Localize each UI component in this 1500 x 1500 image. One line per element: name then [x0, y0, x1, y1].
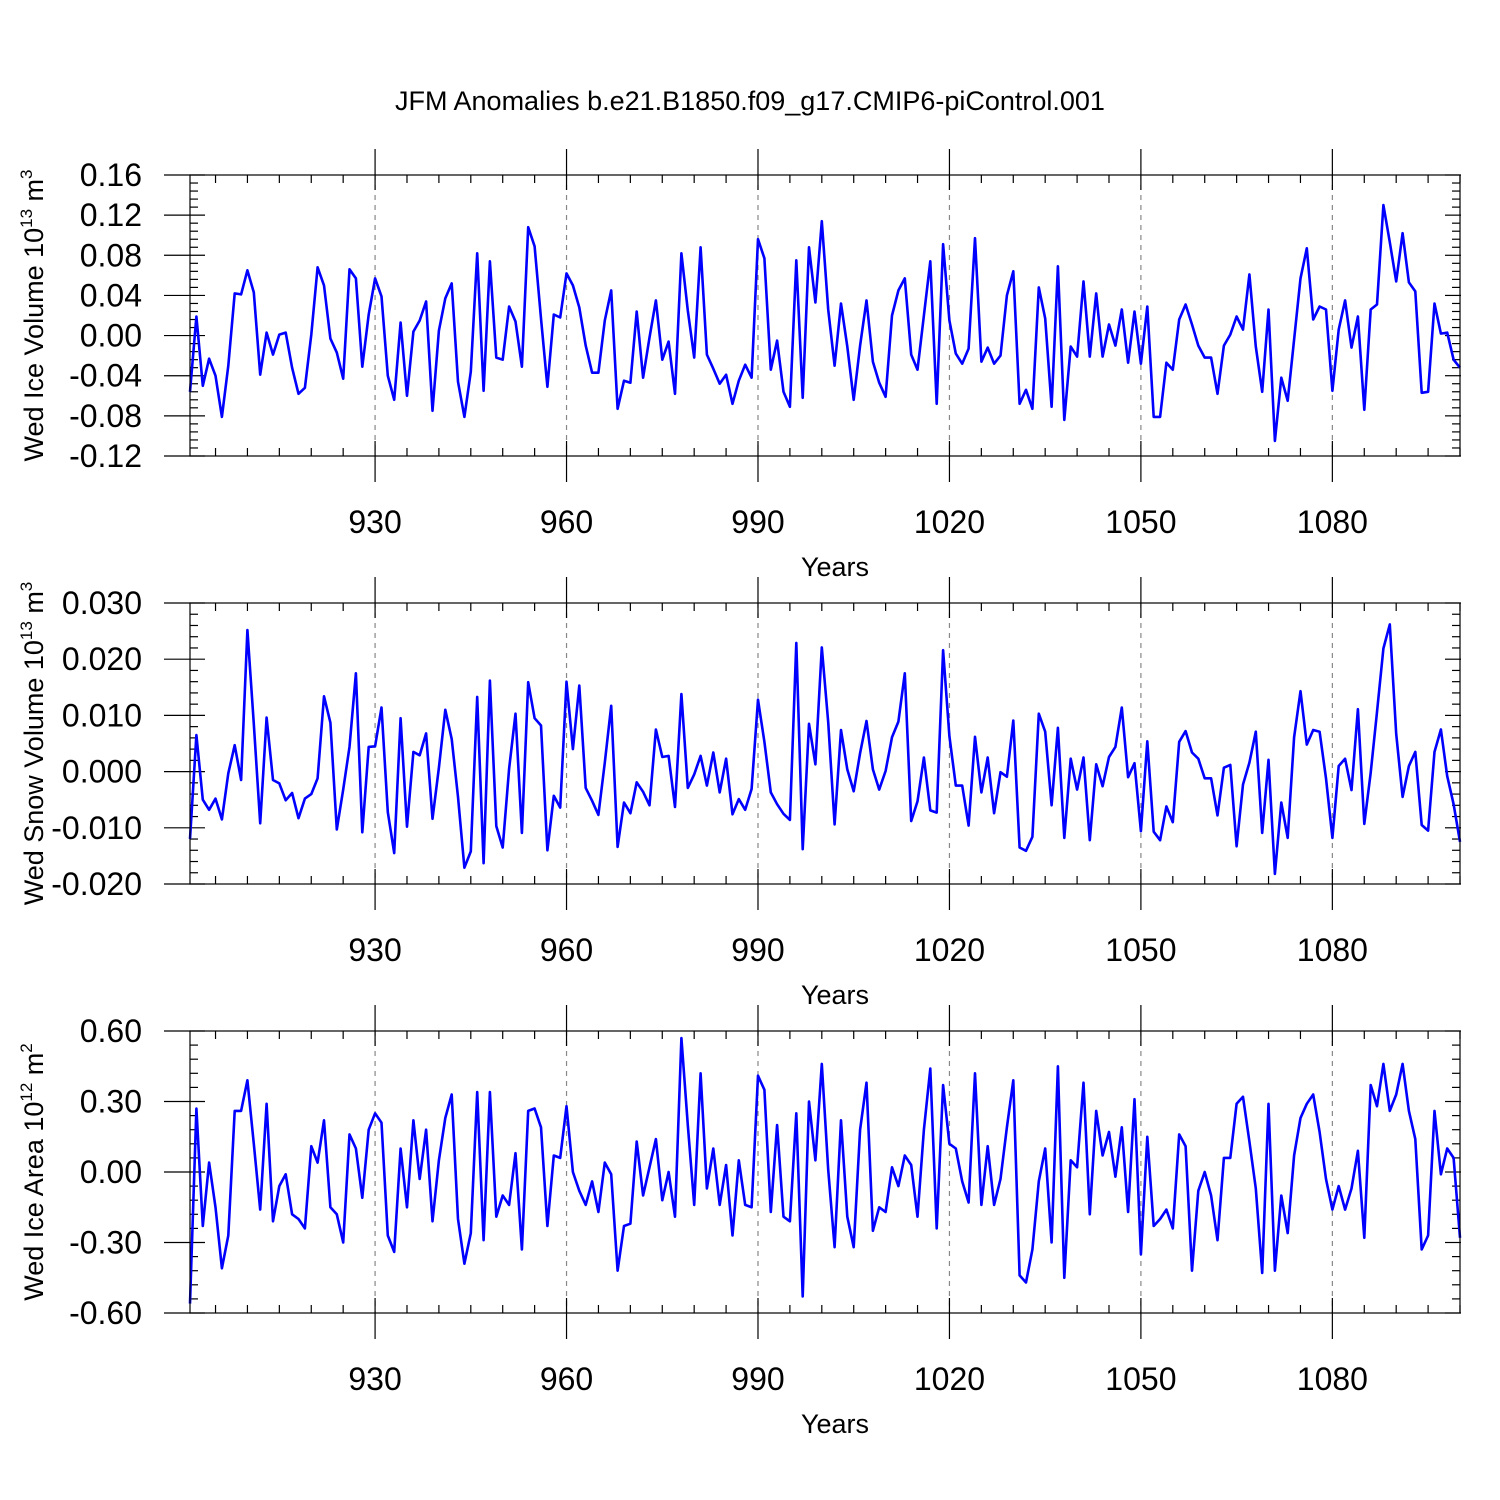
x-tick-label: 960	[540, 504, 593, 540]
y-tick-label: 0.08	[80, 237, 142, 273]
x-tick-label: 960	[540, 932, 593, 968]
x-axis-title: Years	[801, 980, 869, 1010]
plot-frame	[189, 602, 1461, 885]
x-tick-label: 1080	[1297, 1361, 1368, 1397]
y-axis-title-ylabel-unit: m	[19, 591, 49, 621]
x-axis-title: Years	[801, 1409, 869, 1439]
y-axis-title-ylabel: Wed Ice Volume 10	[19, 228, 49, 462]
figure-title: JFM Anomalies b.e21.B1850.f09_g17.CMIP6-…	[395, 86, 1105, 116]
y-tick-label: 0.010	[62, 697, 142, 733]
x-tick-label: 930	[348, 504, 401, 540]
y-axis-title-ylabel: Wed Ice Area 10	[19, 1102, 49, 1301]
plot-frame	[189, 174, 1461, 457]
y-tick-label: 0.020	[62, 641, 142, 677]
x-tick-label: 1050	[1105, 504, 1176, 540]
y-axis-title-ylabel-unit-exp: 3	[17, 582, 36, 591]
series-line	[188, 623, 1462, 876]
y-axis-title-ylabel-exp: 13	[17, 209, 36, 228]
x-tick-label: 990	[731, 932, 784, 968]
x-tick-label: 990	[731, 504, 784, 540]
y-axis-title: Wed Snow Volume 1013 m3	[17, 582, 49, 906]
x-tick-label: 960	[540, 1361, 593, 1397]
chart-panel-1: -0.12 -0.08 -0.04 0.00 0.04 0.08 0.12 0.16 930 96…	[17, 149, 1462, 582]
x-tick-label: 1080	[1297, 504, 1368, 540]
series-line	[188, 1036, 1462, 1304]
y-tick-label: 0.000	[62, 754, 142, 790]
chart-panel-2: -0.020 -0.010 0.000 0.010 0.020 0.030 930 960 99…	[17, 577, 1462, 1010]
x-tick-label: 930	[348, 932, 401, 968]
y-tick-label: -0.08	[69, 398, 142, 434]
x-tick-label: 1020	[914, 1361, 985, 1397]
x-tick-label: 1020	[914, 932, 985, 968]
x-tick-label: 1080	[1297, 932, 1368, 968]
y-axis-title-ylabel: Wed Snow Volume 10	[19, 640, 49, 905]
plot-frame	[189, 1030, 1461, 1314]
y-tick-label: 0.00	[80, 318, 142, 354]
y-axis-title-ylabel-unit: m	[19, 179, 49, 209]
x-tick-label: 930	[348, 1361, 401, 1397]
y-axis-title-ylabel-unit-exp: 3	[17, 169, 36, 178]
x-tick-label: 1020	[914, 504, 985, 540]
y-tick-label: 0.16	[80, 157, 142, 193]
y-tick-label: 0.030	[62, 585, 142, 621]
x-tick-label: 1050	[1105, 1361, 1176, 1397]
y-tick-label: 0.12	[80, 197, 142, 233]
y-axis-title-ylabel-unit-exp: 2	[17, 1043, 36, 1052]
x-tick-label: 1050	[1105, 932, 1176, 968]
y-tick-label: -0.30	[69, 1225, 142, 1261]
x-tick-label: 990	[731, 1361, 784, 1397]
series-line	[188, 203, 1462, 443]
y-tick-label: -0.020	[51, 866, 142, 902]
y-axis-title: Wed Ice Volume 1013 m3	[17, 169, 49, 461]
y-axis-title-ylabel-exp: 13	[17, 621, 36, 640]
y-tick-label: -0.04	[69, 358, 142, 394]
y-axis-title: Wed Ice Area 1012 m2	[17, 1043, 49, 1301]
y-axis-title-ylabel-unit: m	[19, 1053, 49, 1083]
y-tick-label: -0.12	[69, 438, 142, 474]
y-tick-label: 0.00	[80, 1154, 142, 1190]
y-tick-label: 0.60	[80, 1013, 142, 1049]
y-tick-label: -0.60	[69, 1295, 142, 1331]
y-tick-label: -0.010	[51, 810, 142, 846]
x-axis-title: Years	[801, 552, 869, 582]
chart-panel-3: -0.60 -0.30 0.00 0.30 0.60 930 960 990 1020 1050 1…	[17, 1005, 1462, 1439]
y-tick-label: 0.30	[80, 1084, 142, 1120]
y-tick-label: 0.04	[80, 277, 142, 313]
y-axis-title-ylabel-exp: 12	[17, 1083, 36, 1102]
